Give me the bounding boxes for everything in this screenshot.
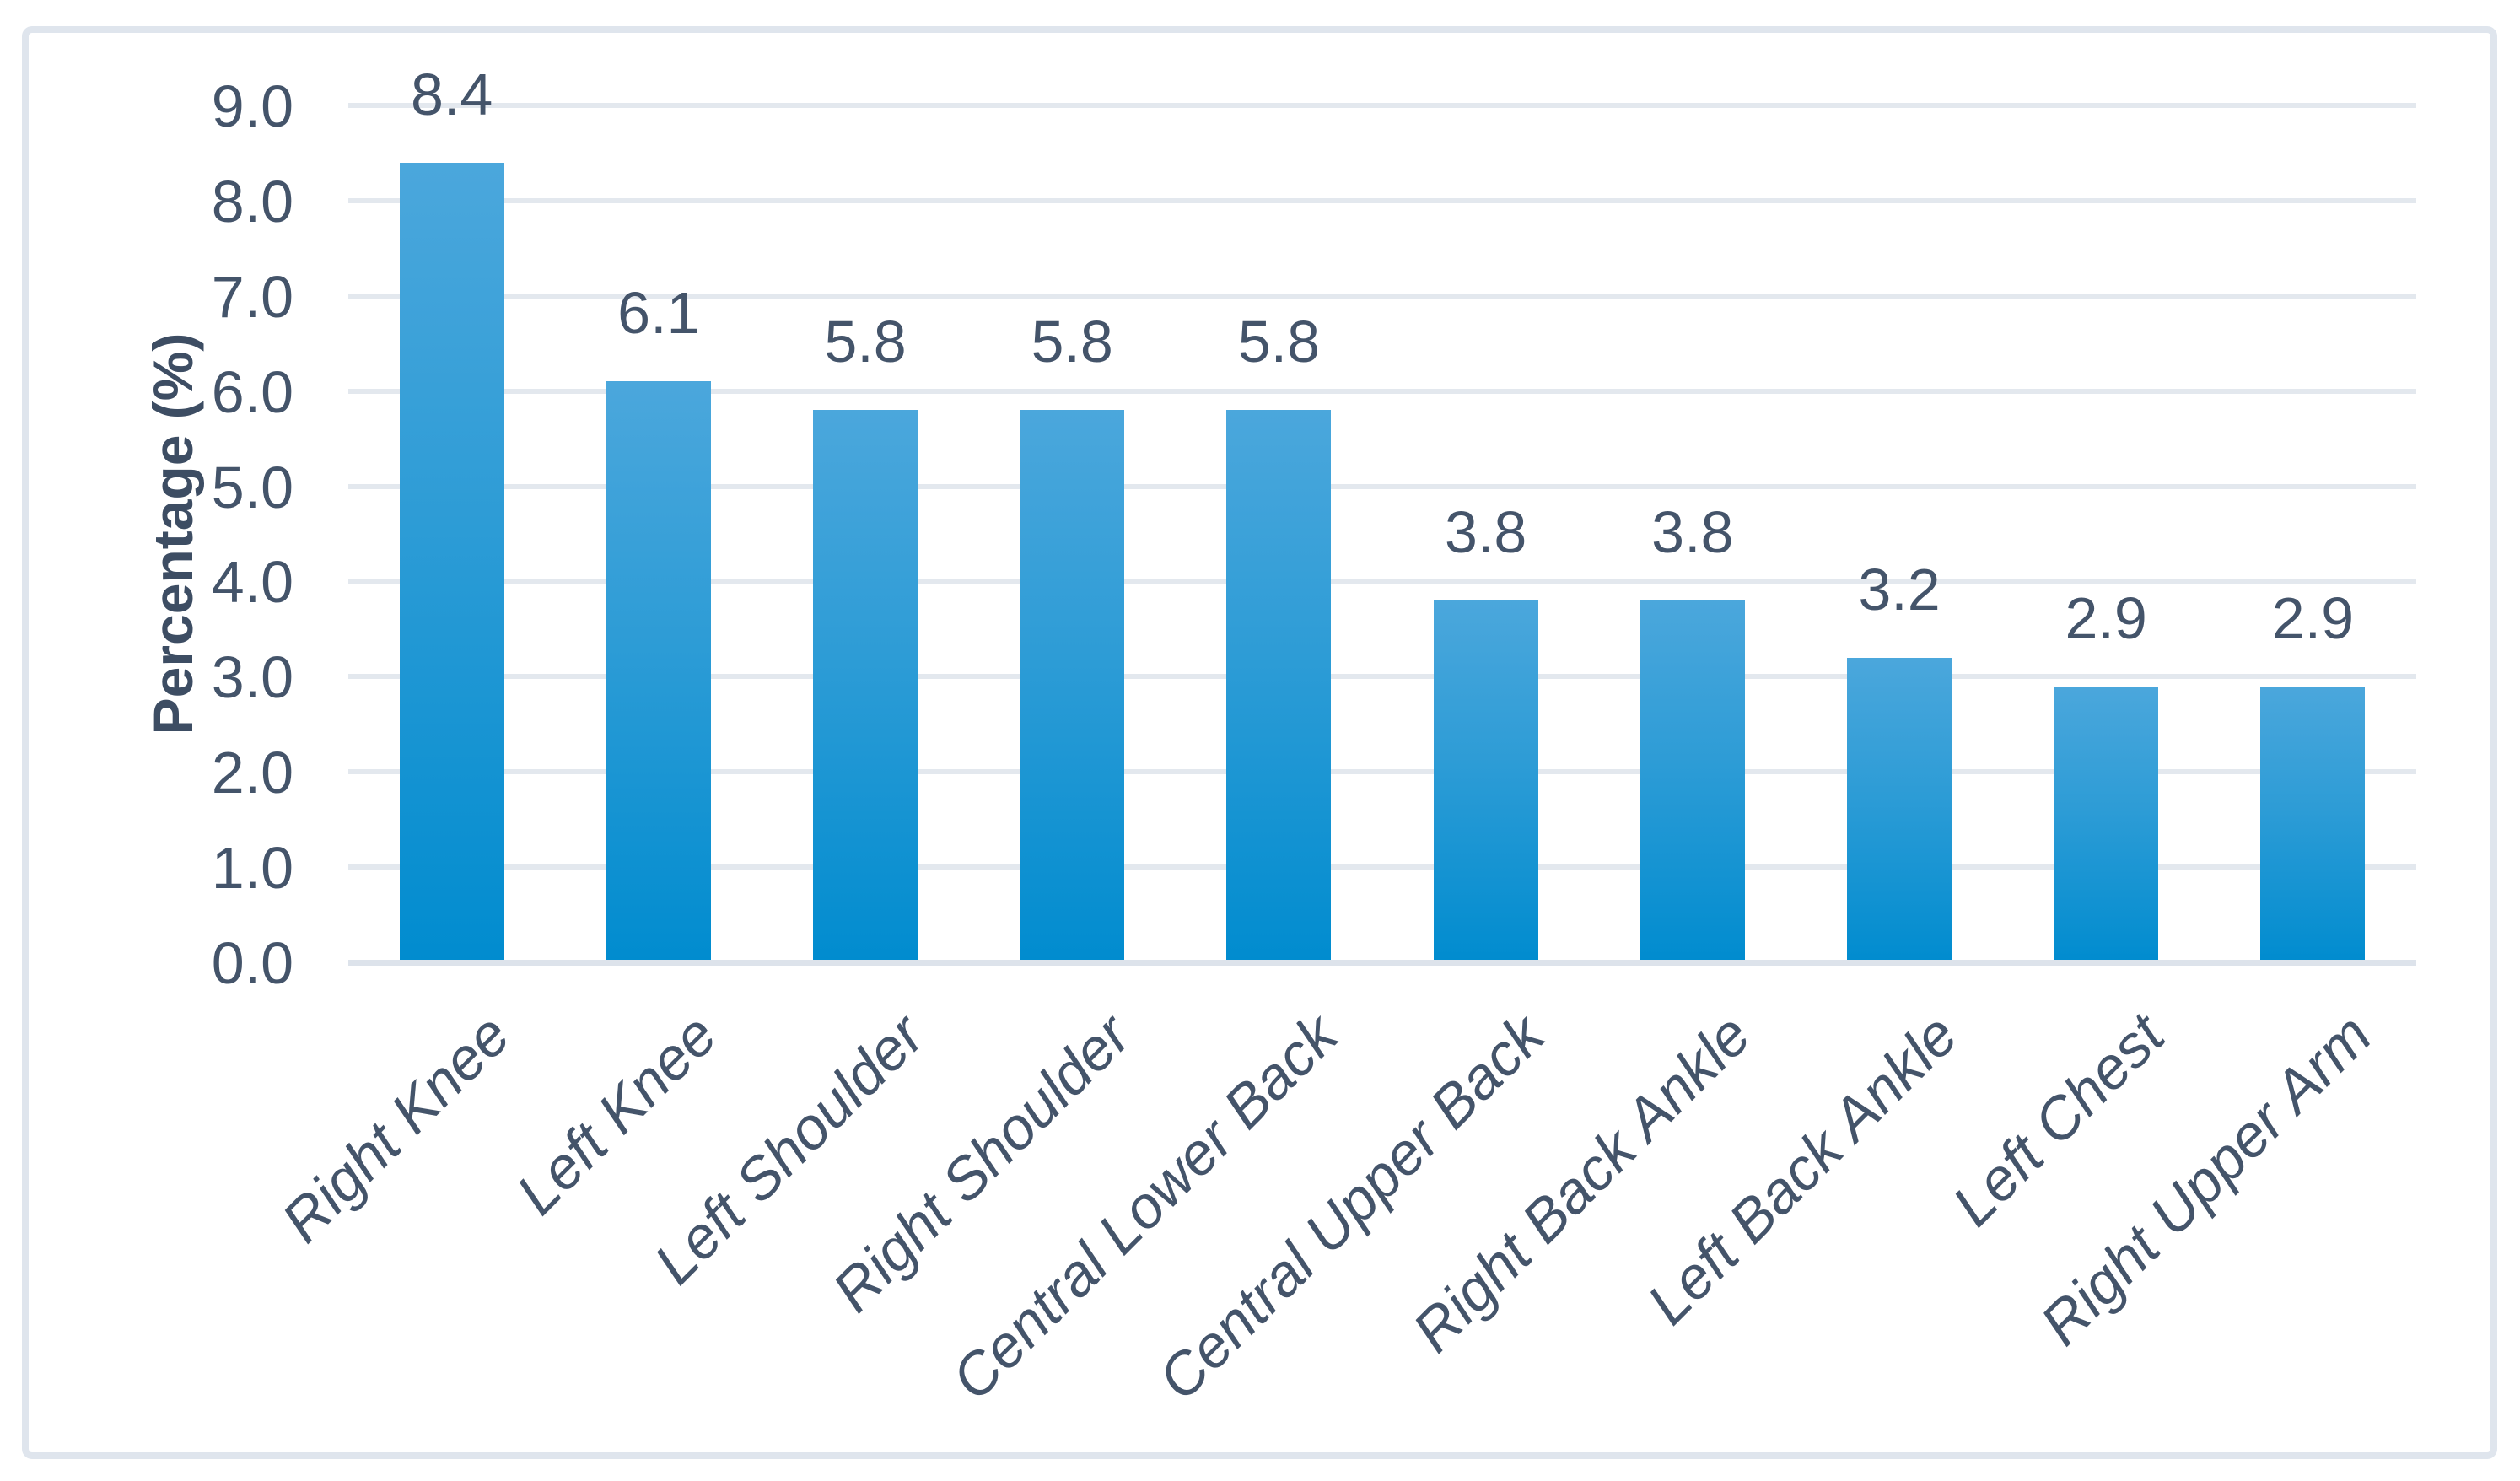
bar <box>399 162 504 960</box>
bar-value-label: 3.2 <box>1858 556 1941 622</box>
gridline <box>348 674 2416 680</box>
gridline <box>348 388 2416 394</box>
y-tick-label: 2.0 <box>211 740 293 806</box>
gridline <box>348 483 2416 489</box>
bar <box>1847 657 1952 960</box>
y-tick-label: 3.0 <box>211 644 293 711</box>
bar <box>1020 410 1125 960</box>
bar-value-label: 2.9 <box>2271 584 2355 651</box>
bar <box>2260 686 2366 960</box>
gridline <box>348 197 2416 203</box>
bar-value-label: 5.8 <box>1031 309 1113 375</box>
y-axis-title: Percentage (%) <box>142 332 204 735</box>
bar <box>606 381 711 960</box>
x-axis-line <box>348 960 2416 966</box>
gridline <box>348 769 2416 775</box>
bar <box>1226 410 1332 960</box>
bar-value-label: 6.1 <box>617 280 700 347</box>
bar <box>1640 600 1745 960</box>
bar <box>813 410 918 960</box>
y-tick-label: 4.0 <box>211 549 293 616</box>
bar-value-label: 8.4 <box>410 61 493 127</box>
bar-value-label: 3.8 <box>1444 499 1527 566</box>
bar-value-label: 2.9 <box>2065 584 2147 651</box>
gridline <box>348 579 2416 584</box>
y-tick-label: 1.0 <box>211 835 293 902</box>
y-tick-label: 9.0 <box>211 73 293 139</box>
y-tick-label: 6.0 <box>211 358 293 425</box>
gridline <box>348 293 2416 299</box>
bar-value-label: 5.8 <box>824 309 907 375</box>
bar <box>1433 600 1538 960</box>
gridline <box>348 864 2416 870</box>
gridline <box>348 103 2416 108</box>
y-tick-label: 8.0 <box>211 168 293 234</box>
y-tick-label: 0.0 <box>211 930 293 996</box>
y-tick-label: 7.0 <box>211 263 293 330</box>
bar-value-label: 5.8 <box>1237 309 1321 375</box>
bar-value-label: 3.8 <box>1651 499 1734 566</box>
bar <box>2054 686 2159 960</box>
y-tick-label: 5.0 <box>211 454 293 520</box>
